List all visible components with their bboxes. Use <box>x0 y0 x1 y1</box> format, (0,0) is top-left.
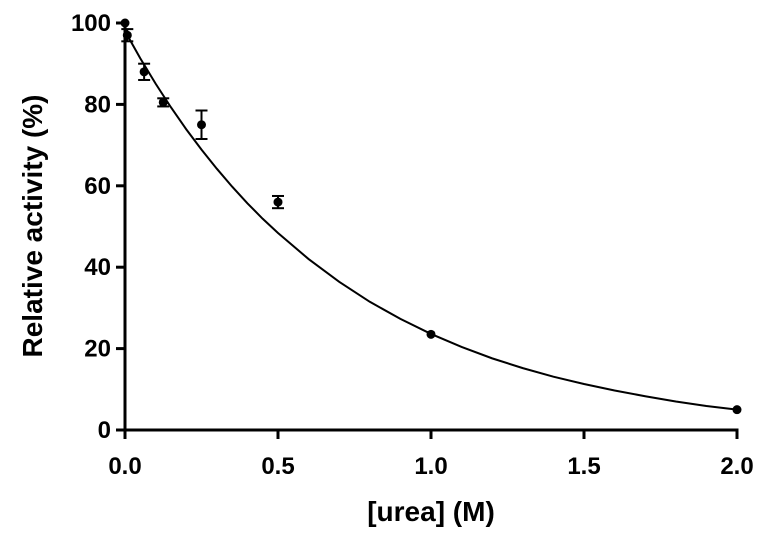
y-tick-label: 40 <box>84 254 111 281</box>
x-tick-label: 2.0 <box>720 453 753 480</box>
axes <box>123 23 739 432</box>
x-tick-label: 1.5 <box>567 453 600 480</box>
fit-curve <box>124 30 738 411</box>
data-point <box>158 97 168 107</box>
data-point <box>197 120 206 130</box>
x-tick-label: 0.0 <box>108 453 141 480</box>
x-tick-label: 1.0 <box>414 453 447 480</box>
data-point <box>273 197 283 207</box>
y-tick-label: 100 <box>71 10 111 37</box>
y-tick-label: 60 <box>84 173 111 200</box>
data-point <box>120 18 130 28</box>
data-point <box>139 67 149 77</box>
y-axis-title: Relative activity (%) <box>17 95 48 358</box>
x-tick-label: 0.5 <box>261 453 294 480</box>
ticks: 0.0 0.5 1.0 1.5 2.0 0 20 40 60 80 100 <box>71 10 754 480</box>
data-point <box>732 405 742 415</box>
y-tick-label: 20 <box>84 336 111 363</box>
y-tick-label: 0 <box>98 417 111 444</box>
data-points <box>120 18 742 415</box>
data-point <box>122 30 132 40</box>
y-tick-label: 80 <box>84 91 111 118</box>
x-axis-title: [urea] (M) <box>367 496 495 527</box>
data-point <box>426 329 436 339</box>
